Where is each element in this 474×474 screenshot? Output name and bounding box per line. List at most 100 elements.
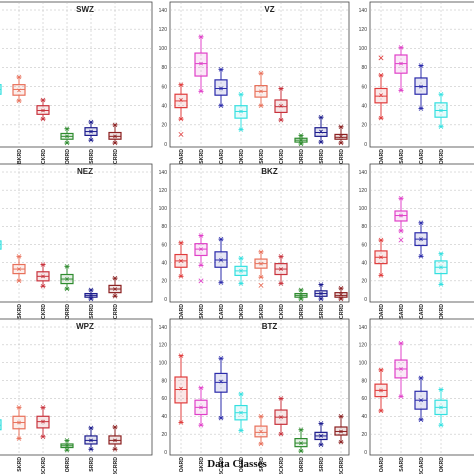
mean-marker	[319, 291, 323, 296]
extreme-marker	[338, 285, 344, 291]
extreme-marker	[398, 340, 404, 346]
extreme-marker	[258, 103, 264, 108]
extreme-marker	[378, 237, 384, 243]
mean-marker	[41, 419, 45, 424]
y-tick-label: 40	[361, 261, 367, 267]
extreme-marker	[378, 408, 384, 414]
mean-marker	[439, 405, 443, 410]
extreme-marker	[40, 262, 46, 267]
panel-frame	[169, 163, 350, 303]
extreme-marker	[218, 236, 224, 242]
box-okrd	[234, 255, 248, 286]
box-bckrd	[36, 262, 50, 289]
mean-marker	[399, 213, 403, 218]
box-okrd	[434, 91, 448, 130]
y-tick-label: 140	[159, 325, 168, 331]
box-bckrd	[274, 86, 288, 123]
extreme-marker	[218, 67, 224, 72]
box-bcard	[214, 356, 228, 421]
x-tick-label: OKRD	[239, 304, 245, 320]
x-tick-label: BCARD	[219, 457, 225, 474]
extreme-marker	[418, 220, 424, 226]
x-tick-label: OARD	[179, 457, 185, 473]
x-tick-label: SKRD	[199, 149, 205, 164]
box-bcrrd	[108, 122, 122, 146]
extreme-marker	[88, 137, 94, 143]
mean-marker	[339, 429, 343, 434]
box-partial	[0, 240, 2, 250]
y-tick-label: 40	[161, 104, 167, 110]
extreme-marker	[318, 442, 324, 448]
box-orrd	[60, 438, 74, 453]
box-partial	[0, 84, 2, 95]
mean-marker	[41, 108, 45, 113]
extreme-marker	[418, 417, 424, 423]
outlier-marker	[258, 282, 264, 288]
extreme-marker	[16, 436, 22, 441]
box-oard	[374, 367, 388, 414]
x-tick-label: OKRD	[239, 149, 245, 165]
box-bcrrd	[334, 124, 348, 146]
extreme-marker	[198, 34, 204, 40]
box-orrd	[60, 264, 74, 292]
panel-frame	[0, 163, 153, 303]
box-oard	[174, 240, 188, 279]
box-bcard	[414, 220, 428, 259]
mean-marker	[279, 415, 283, 420]
x-tick-label: SRRD	[319, 149, 325, 164]
mean-marker	[113, 287, 117, 291]
y-tick-label: 80	[161, 65, 167, 71]
extreme-marker	[238, 428, 244, 433]
y-tick-label: 60	[361, 396, 367, 402]
extreme-marker	[338, 124, 344, 130]
extreme-marker	[438, 282, 444, 287]
x-tick-label: ORRD	[299, 457, 305, 473]
y-tick-label: 60	[161, 84, 167, 90]
x-tick-label: SKRD	[259, 149, 265, 164]
extreme-marker	[112, 447, 118, 452]
extreme-marker	[16, 98, 22, 104]
mean-marker	[17, 88, 21, 93]
panel-frame	[369, 1, 474, 148]
mean-marker	[419, 398, 423, 403]
box-orrd	[294, 133, 308, 147]
extreme-marker	[298, 133, 304, 138]
outlier-marker	[378, 55, 384, 61]
extreme-marker	[418, 63, 424, 68]
extreme-marker	[64, 126, 70, 131]
x-tick-label: OKRD	[439, 457, 445, 473]
extreme-marker	[64, 286, 70, 292]
extreme-marker	[438, 422, 444, 428]
x-tick-label: BCARD	[219, 149, 225, 168]
extreme-marker	[40, 405, 46, 410]
y-tick-label: 140	[359, 170, 368, 176]
box-bcard	[214, 67, 228, 108]
mean-marker	[17, 267, 21, 271]
y-tick-label: 120	[159, 27, 168, 33]
box-okrd	[434, 387, 448, 428]
y-tick-label: 40	[361, 414, 367, 420]
extreme-marker	[418, 106, 424, 111]
x-tick-label: SARD	[399, 304, 405, 319]
extreme-marker	[398, 228, 404, 234]
box-okrd	[234, 391, 248, 433]
box-srrd	[314, 421, 328, 448]
y-tick-label: 140	[159, 8, 168, 14]
mean-marker	[89, 293, 93, 298]
mean-marker	[179, 98, 183, 102]
extreme-marker	[278, 396, 284, 401]
box-skrd	[12, 405, 26, 441]
y-tick-label: 0	[164, 297, 167, 303]
mean-marker	[199, 61, 203, 66]
mean-marker	[113, 134, 117, 139]
x-tick-label: BCKRD	[41, 149, 47, 168]
extreme-marker	[298, 287, 304, 293]
mean-marker	[89, 129, 93, 134]
x-tick-label: ORRD	[299, 149, 305, 165]
x-tick-label: BCKRD	[279, 149, 285, 168]
x-tick-label: BCRRD	[339, 304, 345, 323]
x-tick-label: BCRRD	[339, 149, 345, 168]
extreme-marker	[218, 280, 224, 285]
x-tick-label: OARD	[379, 149, 385, 165]
x-tick-label: SRRD	[89, 457, 95, 472]
